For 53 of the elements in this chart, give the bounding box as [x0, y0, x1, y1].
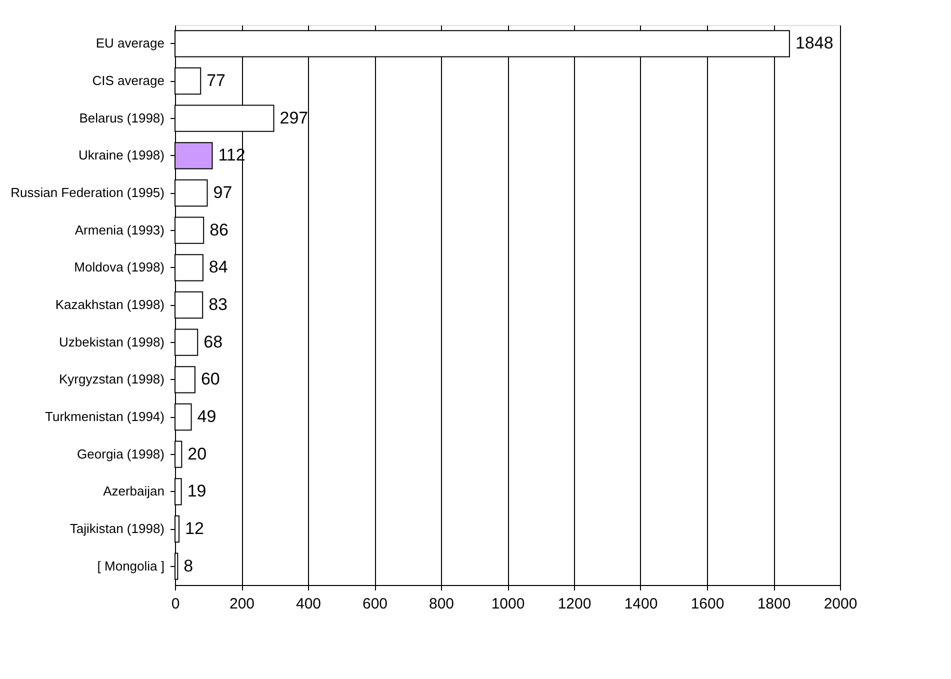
- bar: [174, 366, 196, 394]
- data-label: 20: [188, 444, 207, 464]
- y-tick-label: Moldova (1998): [74, 260, 164, 275]
- bar: [174, 254, 204, 282]
- x-tick-label: 400: [296, 596, 322, 612]
- y-tick-label: EU average: [96, 36, 164, 51]
- data-label: 97: [213, 183, 232, 202]
- y-tick-label: Armenia (1993): [74, 222, 164, 238]
- data-label: 12: [184, 519, 204, 538]
- data-label: 83: [208, 295, 228, 314]
- data-label: 68: [204, 332, 223, 352]
- x-tick-label: 1000: [491, 596, 525, 612]
- y-tick-label: Uzbekistan (1998): [59, 334, 164, 350]
- bar: [174, 440, 182, 468]
- y-tick-label: Russian Federation (1995): [10, 185, 164, 200]
- y-tick-label: Belarus (1998): [79, 110, 164, 126]
- y-tick-label: Turkmenistan (1994): [45, 409, 164, 424]
- x-tick-label: 1800: [757, 596, 791, 612]
- y-tick-label: Tajikistan (1998): [70, 521, 164, 536]
- bar: [174, 403, 192, 431]
- data-label: 49: [197, 407, 216, 426]
- x-tick-label: 1400: [624, 596, 658, 612]
- y-tick-label: Georgia (1998): [77, 446, 164, 462]
- y-tick-label: Azerbaijan: [103, 484, 164, 499]
- bar: [174, 552, 178, 580]
- bar: [174, 216, 204, 244]
- x-tick-label: 0: [171, 596, 180, 612]
- bar: [174, 515, 180, 543]
- bar: [174, 291, 204, 319]
- data-label: 19: [187, 482, 206, 501]
- y-tick-label: [ Mongolia ]: [97, 558, 164, 574]
- data-label: 60: [200, 370, 220, 389]
- bar: [174, 67, 202, 95]
- data-label: 84: [208, 258, 228, 277]
- y-tick-label: Kyrgyzstan (1998): [59, 372, 164, 387]
- data-label: 8: [184, 556, 194, 576]
- bar: [174, 179, 208, 207]
- x-tick-label: 800: [428, 596, 454, 612]
- x-tick-label: 200: [229, 596, 255, 612]
- data-label: 1848: [795, 34, 834, 53]
- data-label: 77: [206, 71, 226, 90]
- x-tick-label: 2000: [824, 596, 858, 612]
- x-tick-label: 600: [362, 596, 388, 612]
- bar: [174, 478, 182, 506]
- data-label: 86: [210, 220, 229, 240]
- x-tick-label: 1600: [690, 596, 724, 612]
- y-tick-label: CIS average: [92, 73, 164, 88]
- x-tick-label: 1200: [558, 596, 592, 612]
- y-tick-label: Kazakhstan (1998): [55, 297, 164, 312]
- y-tick-label: Ukraine (1998): [78, 148, 164, 163]
- bar: [174, 142, 213, 170]
- bar: [174, 328, 198, 356]
- data-label: 297: [280, 108, 308, 128]
